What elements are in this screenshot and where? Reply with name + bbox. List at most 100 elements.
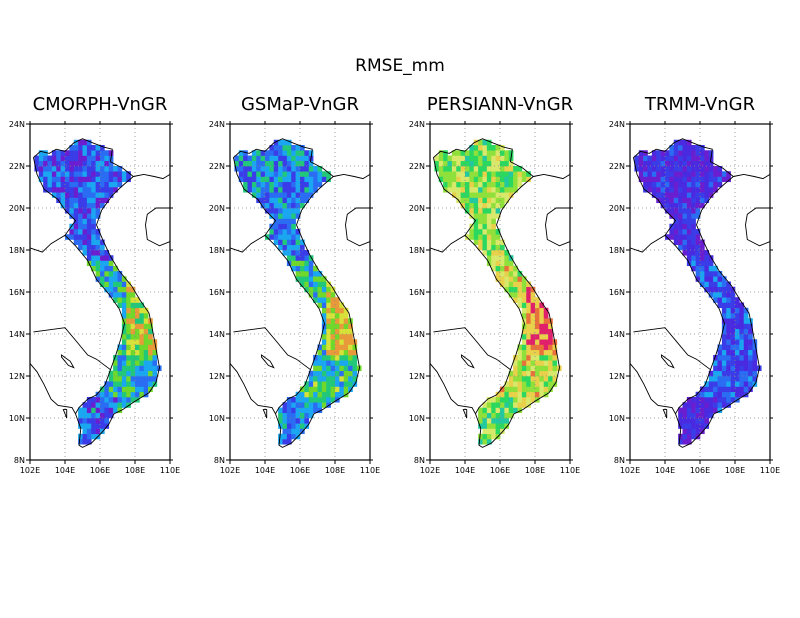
rmse-cell [278, 208, 283, 214]
rmse-cell [300, 171, 305, 177]
rmse-cell [148, 365, 153, 372]
rmse-cell [535, 376, 540, 382]
rmse-cell [517, 360, 523, 366]
rmse-cell [504, 276, 510, 282]
x-tick-label: 102E [420, 466, 440, 475]
rmse-cell [708, 391, 714, 398]
rmse-cell [95, 412, 101, 419]
rmse-cell [735, 318, 740, 324]
rmse-cell [517, 381, 523, 387]
rmse-cell [504, 281, 510, 288]
rmse-cell [108, 397, 114, 403]
rmse-cell [678, 145, 683, 151]
rmse-cell [335, 349, 340, 356]
rmse-cell [291, 428, 296, 435]
rmse-cell [339, 360, 345, 366]
rmse-cell [491, 260, 496, 267]
rmse-cell [552, 344, 558, 351]
rmse-cell [500, 281, 505, 288]
rmse-cell [117, 360, 123, 366]
rmse-cell [743, 334, 749, 340]
rmse-cell [486, 155, 492, 162]
rmse-cell [104, 171, 110, 177]
rmse-cell [121, 276, 127, 282]
rmse-cell [508, 265, 514, 272]
tonle-sap-lake [61, 354, 75, 369]
x-tick-label: 108E [725, 466, 745, 475]
rmse-cell [678, 155, 683, 162]
rmse-cell [78, 239, 83, 246]
rmse-cell [535, 313, 540, 319]
rmse-cell [721, 370, 727, 377]
rmse-cell [691, 197, 696, 204]
rmse-cell [526, 339, 531, 345]
rmse-cell [721, 171, 727, 177]
tonle-sap-lake [661, 354, 675, 369]
rmse-cell [535, 360, 540, 366]
rmse-cell [665, 187, 670, 193]
rmse-cell [495, 155, 501, 162]
rmse-cell [486, 412, 492, 419]
rmse-cell [708, 370, 714, 377]
y-tick-label: 22N [609, 162, 625, 171]
rmse-cell [752, 370, 758, 377]
rmse-cell [121, 297, 127, 303]
rmse-cell [82, 407, 88, 414]
rmse-cell [535, 381, 540, 387]
rmse-cell [686, 223, 692, 230]
rmse-cell [117, 286, 123, 293]
rmse-cell [700, 407, 705, 414]
rmse-cell [660, 176, 666, 183]
y-tick-label: 18N [209, 246, 225, 255]
rmse-cell [308, 412, 314, 419]
rmse-cell [539, 344, 545, 351]
rmse-cell [438, 155, 444, 162]
rmse-cell [343, 344, 349, 351]
rmse-cell [443, 166, 448, 172]
rmse-cell [491, 397, 496, 403]
rmse-cell [482, 229, 488, 235]
rmse-cell [317, 370, 323, 377]
rmse-cell [130, 381, 136, 387]
rmse-cell [752, 360, 758, 366]
rmse-cell [69, 187, 75, 193]
rmse-cell [451, 176, 457, 183]
rmse-cell [708, 181, 714, 188]
rmse-cell [152, 360, 158, 366]
rmse-cell [726, 386, 731, 393]
rmse-cell [135, 365, 140, 372]
y-tick-label: 10N [209, 414, 225, 423]
rmse-cell [113, 271, 118, 277]
rmse-cell [47, 166, 53, 172]
rmse-cell [486, 187, 492, 193]
rmse-cell [651, 166, 657, 172]
rmse-cell [330, 292, 336, 298]
rmse-cell [335, 381, 340, 387]
rmse-cell [286, 250, 292, 256]
rmse-cell [300, 255, 305, 261]
rmse-cell [126, 381, 131, 387]
rmse-cell [95, 229, 101, 235]
rmse-cell [434, 160, 440, 167]
rmse-cell [748, 370, 753, 377]
rmse-cell [504, 260, 510, 267]
rmse-cell [139, 307, 145, 314]
rmse-cell [704, 166, 710, 172]
rmse-cell [495, 276, 501, 282]
rmse-cell [552, 370, 558, 377]
rmse-cell [113, 181, 118, 188]
rmse-cell [130, 349, 136, 356]
laos-border [629, 234, 666, 253]
rmse-cell [673, 181, 679, 188]
rmse-cell [47, 160, 53, 167]
rmse-cell [647, 176, 653, 183]
rmse-cell [634, 155, 640, 162]
rmse-cell [269, 197, 275, 204]
rmse-cell [504, 412, 510, 419]
rmse-cell [78, 234, 83, 240]
rmse-cell [473, 166, 479, 172]
rmse-cell [86, 202, 92, 209]
rmse-cell [517, 166, 523, 172]
rmse-cell [313, 271, 318, 277]
rmse-cell [700, 244, 705, 251]
